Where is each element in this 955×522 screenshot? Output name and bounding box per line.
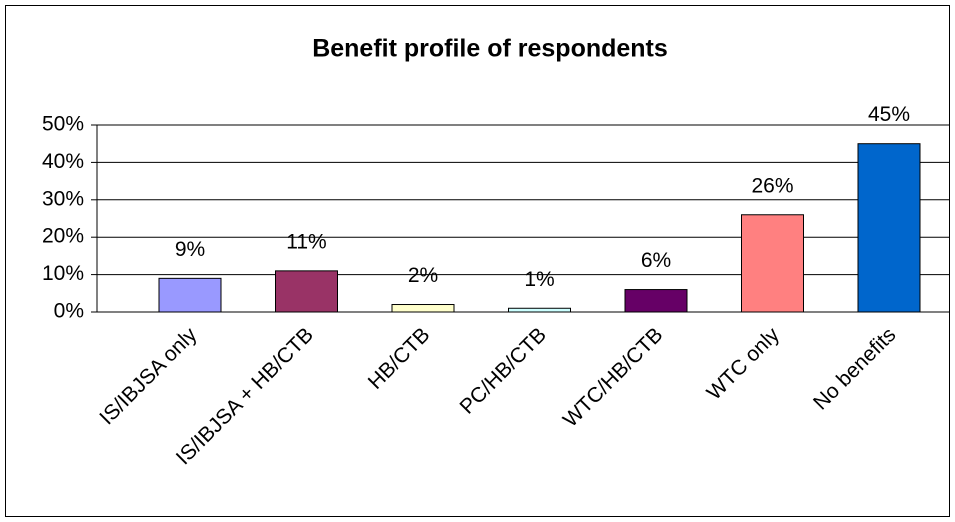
data-label: 11%: [286, 230, 326, 253]
chart-frame: [5, 5, 950, 517]
y-tick-label: 20%: [42, 225, 84, 248]
bar: [391, 304, 455, 313]
y-tick-label: 10%: [42, 262, 84, 285]
bar: [741, 214, 804, 313]
bar: [857, 143, 921, 313]
chart-title: Benefit profile of respondents: [312, 35, 668, 63]
data-label: 26%: [751, 174, 793, 197]
data-label: 45%: [868, 103, 910, 126]
bar: [624, 289, 688, 313]
y-tick-label: 0%: [54, 300, 84, 323]
data-label: 6%: [641, 249, 671, 272]
bar: [158, 277, 222, 313]
data-label: 9%: [175, 238, 205, 261]
data-label: 1%: [524, 268, 554, 291]
bar: [275, 270, 338, 313]
y-tick-label: 30%: [42, 187, 84, 210]
y-tick-label: 40%: [42, 150, 84, 173]
bar: [508, 307, 571, 313]
y-tick-label: 50%: [42, 113, 84, 136]
data-label: 2%: [408, 264, 438, 287]
